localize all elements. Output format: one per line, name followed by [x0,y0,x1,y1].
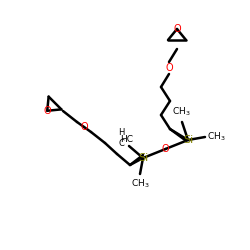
Text: O: O [80,122,88,132]
Text: O: O [173,24,181,34]
Text: CH$_3$: CH$_3$ [172,106,190,118]
Text: O: O [44,106,51,116]
Text: CH$_3$: CH$_3$ [207,131,225,143]
Text: Si: Si [183,135,193,145]
Text: O: O [165,63,173,73]
Text: CH$_3$: CH$_3$ [131,178,149,190]
Text: HC: HC [120,136,134,144]
Text: H
C: H C [118,128,124,148]
Text: Si: Si [138,153,148,163]
Text: O: O [162,144,169,154]
